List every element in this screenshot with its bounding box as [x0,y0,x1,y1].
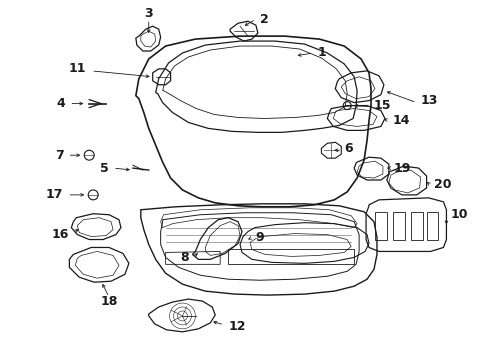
Text: 18: 18 [100,294,118,307]
Text: 7: 7 [55,149,63,162]
Text: 10: 10 [450,208,468,221]
Bar [393,212,405,239]
Text: 2: 2 [260,13,269,26]
Text: 15: 15 [374,99,392,112]
Bar [427,212,439,239]
Text: 14: 14 [393,114,410,127]
Text: 20: 20 [434,179,451,192]
Text: 3: 3 [145,7,153,20]
Text: 13: 13 [420,94,438,107]
Text: 1: 1 [318,46,326,59]
Text: 12: 12 [228,320,245,333]
Text: 17: 17 [46,188,63,201]
Text: 19: 19 [394,162,411,175]
Text: 16: 16 [52,228,70,241]
Text: 11: 11 [69,62,86,75]
Bar [375,212,387,239]
Bar [411,212,422,239]
Text: 8: 8 [180,251,189,264]
Text: 9: 9 [255,231,264,244]
Text: 4: 4 [57,97,65,110]
Text: 5: 5 [100,162,109,175]
Text: 6: 6 [344,142,353,155]
